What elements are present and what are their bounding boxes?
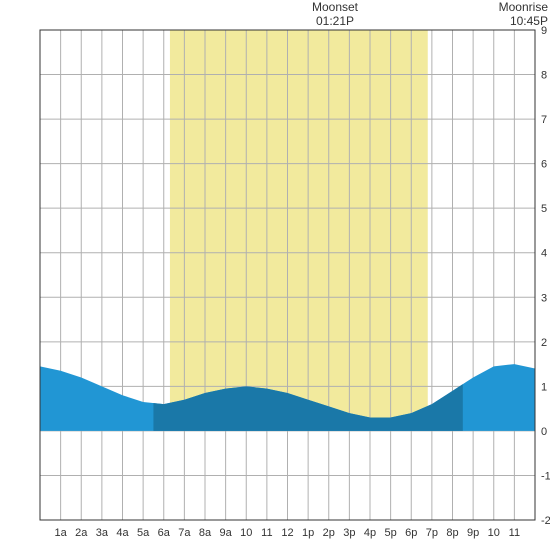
y-tick-label: 1 — [541, 381, 547, 393]
moonset-time: 01:21P — [295, 14, 375, 28]
x-tick-label: 4p — [364, 527, 376, 539]
y-tick-label: 6 — [541, 159, 547, 171]
y-tick-label: 2 — [541, 337, 547, 349]
x-tick-label: 7p — [426, 527, 438, 539]
daylight-band — [170, 30, 428, 431]
y-tick-label: 8 — [541, 70, 547, 82]
x-tick-label: 9a — [220, 527, 233, 539]
x-tick-label: 1p — [302, 527, 314, 539]
chart-svg: -2-101234567891a2a3a4a5a6a7a8a9a1011121p… — [0, 0, 550, 550]
x-tick-label: 9p — [467, 527, 479, 539]
x-tick-label: 7a — [178, 527, 191, 539]
x-tick-label: 11 — [509, 527, 520, 539]
x-tick-label: 11 — [261, 527, 272, 539]
moonset-title: Moonset — [295, 0, 375, 14]
x-tick-label: 5a — [137, 527, 150, 539]
moonrise-title: Moonrise — [488, 0, 548, 14]
x-tick-label: 6a — [158, 527, 171, 539]
x-tick-label: 6p — [405, 527, 417, 539]
x-tick-label: 10 — [488, 527, 500, 539]
moonrise-header: Moonrise 10:45P — [488, 0, 548, 29]
moonset-header: Moonset 01:21P — [295, 0, 375, 29]
x-tick-label: 8a — [199, 527, 212, 539]
y-tick-label: -2 — [541, 515, 550, 527]
x-tick-label: 10 — [240, 527, 252, 539]
y-tick-label: 0 — [541, 426, 547, 438]
x-tick-label: 5p — [385, 527, 397, 539]
x-tick-label: 3a — [96, 527, 109, 539]
moonrise-time: 10:45P — [488, 14, 548, 28]
y-tick-label: 3 — [541, 292, 547, 304]
tide-chart: Moonset 01:21P Moonrise 10:45P -2-101234… — [0, 0, 550, 550]
x-tick-label: 1a — [55, 527, 68, 539]
y-tick-label: -1 — [541, 470, 550, 482]
y-tick-label: 7 — [541, 114, 547, 126]
x-tick-label: 12 — [281, 527, 293, 539]
x-tick-label: 2p — [323, 527, 335, 539]
y-tick-label: 4 — [541, 248, 547, 260]
x-tick-label: 2a — [75, 527, 88, 539]
y-tick-label: 5 — [541, 203, 547, 215]
x-tick-label: 3p — [343, 527, 355, 539]
x-tick-label: 8p — [446, 527, 458, 539]
x-tick-label: 4a — [116, 527, 129, 539]
